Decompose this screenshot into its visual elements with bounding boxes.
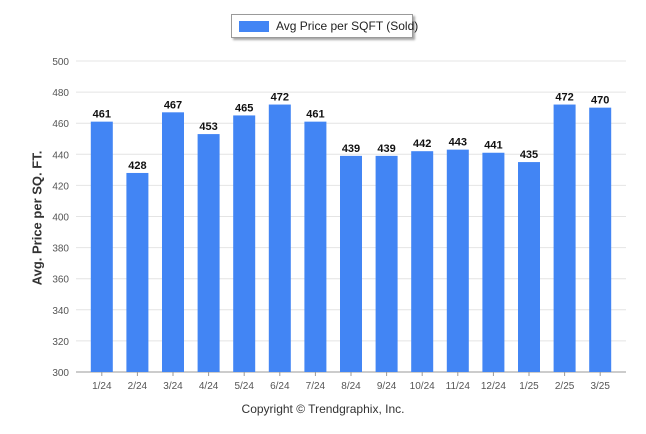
x-tick-label: 3/25 [590,381,610,392]
data-label: 467 [164,99,182,111]
y-tick-label: 320 [52,337,69,348]
bar [162,112,184,372]
bar [126,172,149,372]
x-tick-label: 8/24 [341,381,361,392]
x-tick-label: 6/24 [270,381,290,392]
data-label: 472 [271,92,289,104]
bar [197,134,220,372]
bar [518,162,540,372]
data-label: 439 [342,143,360,155]
x-tick-label: 1/25 [519,381,539,392]
data-label: 453 [199,121,217,133]
bar [90,121,113,373]
bar [268,104,291,372]
data-label: 441 [484,140,502,152]
legend-label: Avg Price per SQFT (Sold) [276,19,419,33]
legend[interactable]: Avg Price per SQFT (Sold) [231,14,418,38]
x-tick-label: 12/24 [481,381,506,392]
data-label: 442 [413,138,431,150]
data-label: 472 [555,92,573,104]
data-label: 428 [128,160,146,172]
y-tick-label: 400 [52,213,69,224]
bar [553,104,576,372]
bar [446,149,469,372]
data-label: 461 [93,109,111,121]
x-tick-label: 10/24 [410,381,435,392]
y-tick-label: 460 [52,119,69,130]
bar [375,155,398,372]
bar [340,155,362,372]
x-tick-label: 2/24 [128,381,148,392]
bar [589,107,612,373]
x-tick-label: 9/24 [377,381,397,392]
x-tick-label: 5/24 [234,381,254,392]
x-tick-label: 2/25 [555,381,575,392]
x-tick-label: 3/24 [163,381,183,392]
copyright-text: Copyright © Trendgraphix, Inc. [241,402,405,416]
y-tick-label: 420 [52,181,69,192]
data-label: 435 [520,149,538,161]
x-tick-label: 7/24 [306,381,326,392]
bar [304,121,327,373]
x-tick-label: 1/24 [92,381,112,392]
data-label: 470 [591,95,609,107]
y-tick-label: 300 [52,368,69,379]
y-tick-label: 380 [52,244,69,255]
data-label: 443 [449,137,467,149]
x-tick-label: 11/24 [446,381,471,392]
data-label: 439 [377,143,395,155]
y-tick-label: 500 [52,57,69,68]
y-tick-label: 440 [52,150,69,161]
bar [482,152,505,372]
legend-swatch [239,21,269,32]
x-tick-label: 4/24 [199,381,219,392]
bar [233,115,256,373]
data-label: 461 [306,109,324,121]
bar [411,151,434,372]
data-label: 465 [235,102,253,114]
y-tick-label: 360 [52,275,69,286]
y-tick-label: 480 [52,88,69,99]
y-tick-label: 340 [52,306,69,317]
